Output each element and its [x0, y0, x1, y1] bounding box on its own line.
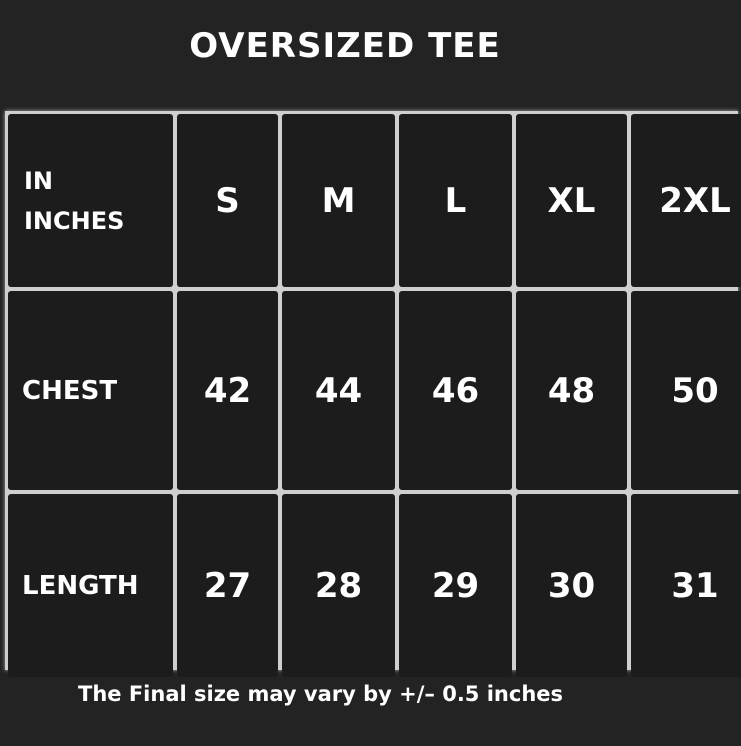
unit-label-line1: IN [24, 166, 54, 195]
length-m: 28 [282, 494, 395, 677]
chest-xl: 48 [516, 291, 627, 490]
page-title: OVERSIZED TEE [189, 26, 501, 66]
length-2xl: 31 [631, 494, 741, 677]
length-s: 27 [177, 494, 278, 677]
size-chart-table: IN INCHES S M L XL 2XL CHEST 42 44 46 48… [5, 111, 741, 677]
length-l: 29 [399, 494, 512, 677]
size-header-s: S [177, 114, 278, 287]
size-header-2xl: 2XL [631, 114, 741, 287]
size-header-l: L [399, 114, 512, 287]
size-variance-note: The Final size may vary by +/– 0.5 inche… [78, 682, 564, 706]
chest-2xl: 50 [631, 291, 741, 490]
size-header-m: M [282, 114, 395, 287]
chest-l: 46 [399, 291, 512, 490]
chest-s: 42 [177, 291, 278, 490]
chest-m: 44 [282, 291, 395, 490]
unit-label-line2: INCHES [24, 206, 125, 235]
unit-header-cell: IN INCHES [8, 114, 173, 287]
length-xl: 30 [516, 494, 627, 677]
row-label-length: LENGTH [8, 494, 173, 677]
row-label-chest: CHEST [8, 291, 173, 490]
size-header-xl: XL [516, 114, 627, 287]
